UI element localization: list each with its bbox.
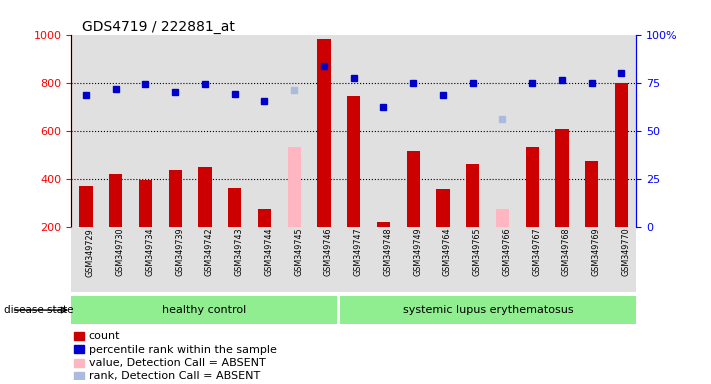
Bar xyxy=(428,227,458,292)
Text: GSM349748: GSM349748 xyxy=(383,228,392,276)
Bar xyxy=(309,227,339,292)
Bar xyxy=(585,161,599,227)
Bar xyxy=(606,35,636,227)
Bar xyxy=(101,35,131,227)
Text: GSM349730: GSM349730 xyxy=(116,228,124,276)
Bar xyxy=(518,35,547,227)
Bar xyxy=(101,227,131,292)
Bar xyxy=(368,35,398,227)
Bar xyxy=(555,129,569,227)
Bar xyxy=(287,147,301,227)
Bar xyxy=(339,227,368,292)
Bar xyxy=(71,296,337,324)
Bar xyxy=(458,35,488,227)
Bar xyxy=(398,227,428,292)
Bar xyxy=(71,35,101,227)
Bar xyxy=(368,227,398,292)
Text: count: count xyxy=(89,331,120,341)
Bar xyxy=(74,372,84,380)
Text: value, Detection Call = ABSENT: value, Detection Call = ABSENT xyxy=(89,358,265,368)
Bar xyxy=(250,35,279,227)
Text: GSM349742: GSM349742 xyxy=(205,228,214,276)
Bar xyxy=(190,35,220,227)
Bar xyxy=(74,332,84,339)
Bar xyxy=(131,35,161,227)
Text: GSM349749: GSM349749 xyxy=(413,228,422,276)
Text: GDS4719 / 222881_at: GDS4719 / 222881_at xyxy=(82,20,235,33)
Text: GSM349768: GSM349768 xyxy=(562,228,571,276)
Bar xyxy=(220,227,250,292)
Text: percentile rank within the sample: percentile rank within the sample xyxy=(89,344,277,354)
Bar xyxy=(606,227,636,292)
Text: rank, Detection Call = ABSENT: rank, Detection Call = ABSENT xyxy=(89,371,260,381)
Text: GSM349729: GSM349729 xyxy=(86,228,95,276)
Bar xyxy=(518,227,547,292)
Text: GSM349746: GSM349746 xyxy=(324,228,333,276)
Bar xyxy=(258,209,271,227)
Bar xyxy=(228,188,242,227)
Bar xyxy=(74,359,84,366)
Bar xyxy=(169,170,182,227)
Bar xyxy=(577,35,606,227)
Bar xyxy=(547,35,577,227)
Bar xyxy=(317,40,331,227)
Bar xyxy=(339,35,368,227)
Bar xyxy=(109,174,122,227)
Bar xyxy=(279,227,309,292)
Bar xyxy=(398,35,428,227)
Text: GSM349765: GSM349765 xyxy=(473,228,482,276)
Bar xyxy=(488,227,518,292)
Text: GSM349739: GSM349739 xyxy=(175,228,184,276)
Bar xyxy=(190,227,220,292)
Text: systemic lupus erythematosus: systemic lupus erythematosus xyxy=(403,305,574,315)
Bar xyxy=(496,209,509,227)
Bar xyxy=(437,189,449,227)
Text: GSM349769: GSM349769 xyxy=(592,228,601,276)
Bar xyxy=(198,167,212,227)
Text: healthy control: healthy control xyxy=(162,305,246,315)
Bar xyxy=(74,345,84,353)
Text: GSM349747: GSM349747 xyxy=(353,228,363,276)
Bar xyxy=(488,35,518,227)
Bar xyxy=(347,96,360,227)
Bar xyxy=(525,147,539,227)
Bar xyxy=(458,227,488,292)
Bar xyxy=(615,83,628,227)
Bar xyxy=(377,222,390,227)
Text: GSM349744: GSM349744 xyxy=(264,228,274,276)
Bar xyxy=(309,35,339,227)
Text: GSM349764: GSM349764 xyxy=(443,228,452,276)
Bar xyxy=(161,35,190,227)
Bar xyxy=(220,35,250,227)
Text: GSM349766: GSM349766 xyxy=(503,228,511,276)
Bar xyxy=(428,35,458,227)
Bar xyxy=(80,186,92,227)
Bar xyxy=(547,227,577,292)
Bar xyxy=(71,227,101,292)
Bar xyxy=(250,227,279,292)
Text: GSM349734: GSM349734 xyxy=(146,228,154,276)
Bar xyxy=(279,35,309,227)
Bar xyxy=(161,227,190,292)
Text: GSM349743: GSM349743 xyxy=(235,228,244,276)
Bar xyxy=(577,227,606,292)
Text: GSM349745: GSM349745 xyxy=(294,228,303,276)
Text: GSM349767: GSM349767 xyxy=(533,228,541,276)
Bar xyxy=(407,151,420,227)
Text: GSM349770: GSM349770 xyxy=(621,228,631,276)
Bar xyxy=(341,296,636,324)
Bar xyxy=(139,180,152,227)
Bar xyxy=(466,164,479,227)
Text: disease state: disease state xyxy=(4,305,73,315)
Bar xyxy=(131,227,161,292)
